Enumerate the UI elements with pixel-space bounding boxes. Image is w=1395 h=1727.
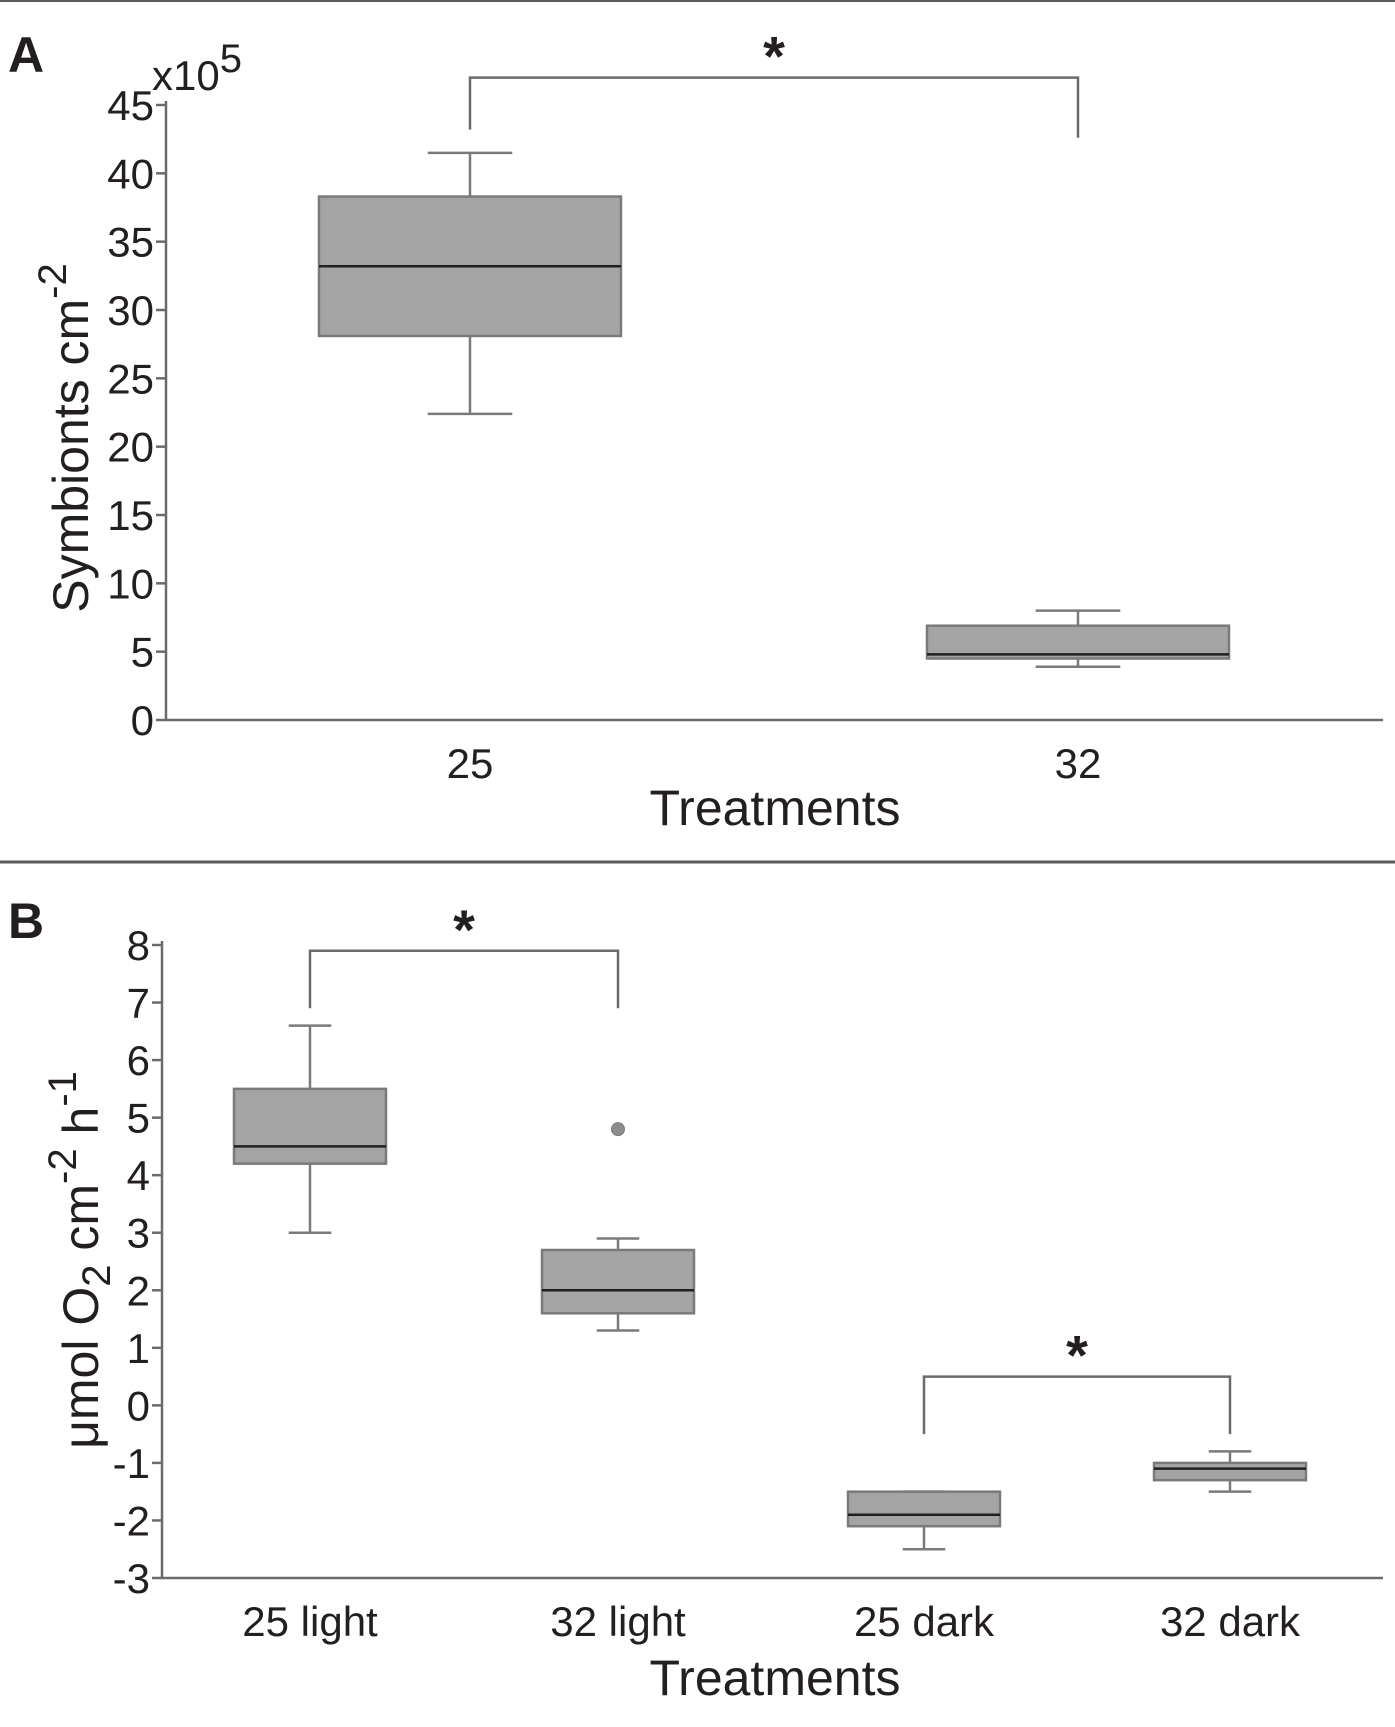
- iqr-box: [540, 1248, 696, 1315]
- y-tick-label: 10: [107, 560, 154, 607]
- iqr-box: [232, 1087, 388, 1165]
- y-tick-label: 25: [107, 355, 154, 402]
- significance-star: *: [1066, 1324, 1088, 1387]
- x-tick-label: 25 light: [242, 1598, 378, 1645]
- significance-bracket: [922, 1375, 1232, 1435]
- y-tick-label: -1: [113, 1440, 150, 1487]
- x-tick-label: 25 dark: [854, 1598, 995, 1645]
- y-tick-label: 5: [131, 629, 154, 676]
- panel-b-label: B: [8, 893, 44, 949]
- y-tick-label: 1: [127, 1325, 150, 1372]
- y-tick-label: 4: [127, 1152, 150, 1199]
- panel-b-x-axis-title: Treatments: [649, 1650, 900, 1706]
- panel-b-y-axis-title: μmol O2 cm-2 h-1: [41, 1071, 119, 1449]
- box-25-light: [232, 1024, 388, 1234]
- y-tick-label: 15: [107, 492, 154, 539]
- box-32-light: [540, 1122, 696, 1332]
- y-tick-label: 8: [127, 922, 150, 969]
- panel-a-plot-area: 0 5 10 15 20 25 30 35 40 45 25 32 *: [107, 25, 1383, 787]
- x-tick-label: 32: [1055, 740, 1102, 787]
- panel-b-plot-area: -3 -2 -1 0 1 2 3 4 5 6 7 8 25 light 32 light 25 dark 32…: [113, 898, 1383, 1645]
- y-tick-label: 45: [107, 82, 154, 129]
- y-tick-label: 3: [127, 1210, 150, 1257]
- y-tick-label: 35: [107, 219, 154, 266]
- box-32-dark: [1152, 1450, 1308, 1493]
- y-tick-label: 2: [127, 1267, 150, 1314]
- y-tick-label: 40: [107, 150, 154, 197]
- box-25-dark: [846, 1490, 1002, 1551]
- panel-a-x-axis-title: Treatments: [649, 780, 900, 836]
- x-tick-label: 25: [447, 740, 494, 787]
- y-tick-label: 0: [127, 1382, 150, 1429]
- box-25: [317, 151, 623, 416]
- iqr-box: [925, 624, 1231, 660]
- y-tick-label: -2: [113, 1497, 150, 1544]
- outlier-point: [611, 1122, 625, 1137]
- iqr-box: [1152, 1461, 1308, 1482]
- significance-bracket: [308, 949, 620, 1009]
- significance-star: *: [453, 898, 475, 961]
- x-tick-label: 32 dark: [1160, 1598, 1301, 1645]
- panel-a-y-axis-title: Symbionts cm-2: [31, 263, 99, 613]
- y-tick-label: 5: [127, 1095, 150, 1142]
- panel-b: B μmol O2 cm-2 h-1 Treatments -3 -2 -1 0 1 2 3…: [8, 893, 1383, 1706]
- panel-a-multiplier: x105: [152, 37, 242, 99]
- significance-star: *: [763, 25, 785, 88]
- panel-a-label: A: [8, 27, 44, 83]
- y-tick-label: 6: [127, 1037, 150, 1084]
- y-tick-label: 20: [107, 424, 154, 471]
- significance-bracket: [468, 76, 1080, 138]
- y-tick-label: 0: [131, 697, 154, 744]
- box-32: [925, 609, 1231, 668]
- y-tick-label: -3: [113, 1555, 150, 1602]
- y-tick-label: 30: [107, 287, 154, 334]
- x-tick-label: 32 light: [550, 1598, 686, 1645]
- iqr-box: [846, 1490, 1002, 1528]
- y-tick-label: 7: [127, 980, 150, 1027]
- panel-a: A x105 Symbionts cm-2 Treatments 0 5 10 15 2…: [8, 25, 1383, 836]
